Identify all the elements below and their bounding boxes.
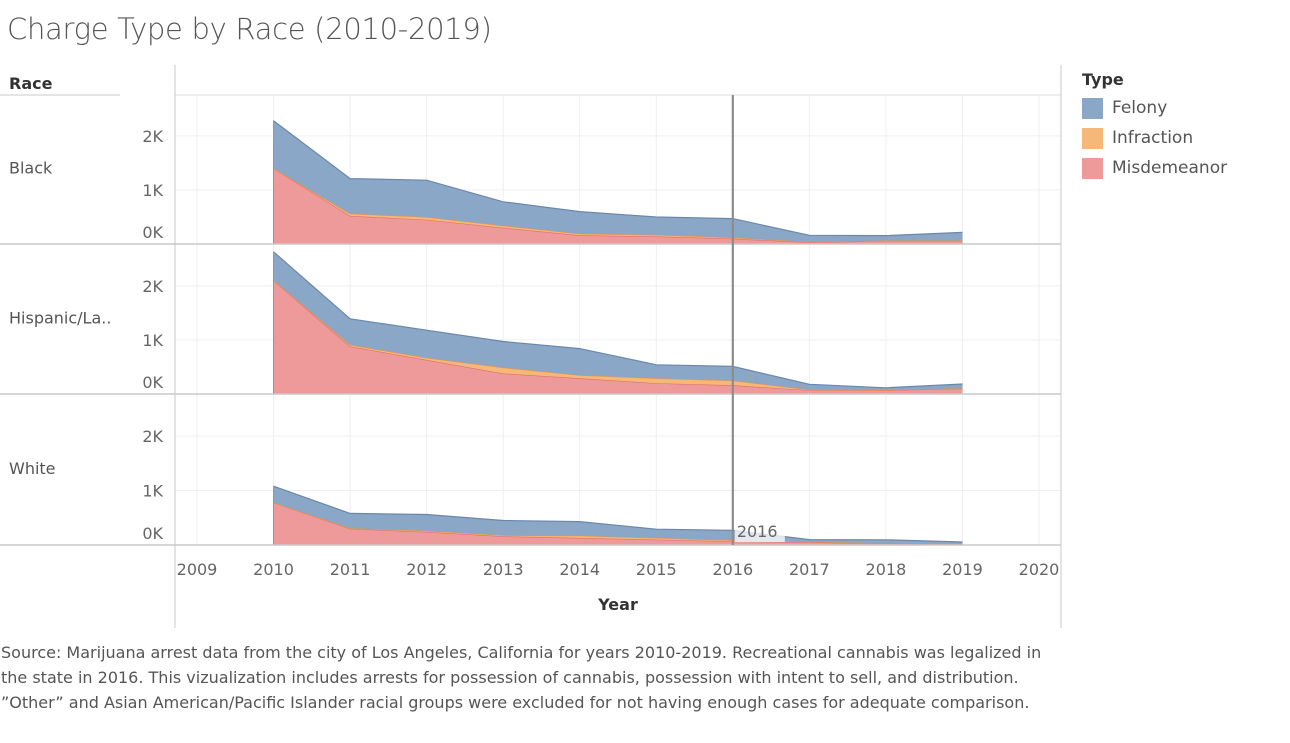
y-tick-label: 1K [142, 482, 163, 501]
x-tick-label: 2013 [483, 560, 524, 579]
reference-line-label: 2016 [737, 522, 778, 541]
legend-item-infraction[interactable]: Infraction [1082, 123, 1227, 153]
x-tick-label: 2012 [406, 560, 447, 579]
area-felony-0 [273, 120, 963, 242]
chart-title: Charge Type by Race (2010-2019) [7, 12, 492, 46]
row-label: White [9, 459, 56, 478]
y-tick-label: 2K [142, 427, 163, 446]
row-label: Hispanic/La.. [9, 309, 111, 328]
y-tick-label: 0K [142, 373, 163, 392]
x-tick-label: 2009 [177, 560, 218, 579]
y-tick-layer: 0K 1K 2K 0K 1K 2K 0K 1K 2K [142, 127, 163, 543]
x-tick-label: 2018 [866, 560, 907, 579]
legend-label: Infraction [1112, 128, 1194, 148]
x-tick-label: 2020 [1019, 560, 1060, 579]
x-tick-label: 2017 [789, 560, 830, 579]
x-axis-title: Year [597, 595, 638, 614]
area-felony-2 [273, 486, 963, 544]
y-tick-label: 2K [142, 127, 163, 146]
x-tick-label: 2016 [712, 560, 753, 579]
area-infraction-1 [273, 280, 963, 391]
y-tick-label: 0K [142, 524, 163, 543]
area-layer [273, 120, 963, 545]
area-edge-felony-0 [273, 120, 963, 237]
legend-swatch [1082, 97, 1103, 119]
x-tick-label: 2015 [636, 560, 677, 579]
y-tick-label: 2K [142, 277, 163, 296]
x-tick-label: 2014 [559, 560, 600, 579]
x-tick-label: 2019 [942, 560, 983, 579]
y-tick-label: 1K [142, 331, 163, 350]
legend-swatch [1082, 157, 1103, 179]
area-misdemeanor-1 [273, 280, 963, 394]
source-note: Source: Marijuana arrest data from the c… [1, 643, 1042, 712]
x-tick-layer: 2009 2010 2011 2012 2013 2014 2015 2016 2017 2018… [177, 560, 1060, 579]
row-label: Black [9, 159, 53, 178]
legend-item-misdemeanor[interactable]: Misdemeanor [1082, 153, 1227, 183]
x-tick-label: 2010 [253, 560, 294, 579]
legend: Type Felony Infraction Misdemeanor [1082, 70, 1227, 183]
row-label-layer: Black Hispanic/La.. White [9, 159, 111, 479]
frame-layer [0, 65, 1062, 628]
area-misdemeanor-2 [273, 502, 963, 545]
area-misdemeanor-0 [273, 168, 963, 244]
legend-item-felony[interactable]: Felony [1082, 93, 1227, 123]
y-tick-label: 0K [142, 223, 163, 242]
y-tick-label: 1K [142, 181, 163, 200]
legend-label: Felony [1112, 98, 1168, 118]
legend-label: Misdemeanor [1112, 158, 1228, 178]
area-edge-felony-2 [273, 485, 963, 543]
legend-swatch [1082, 127, 1103, 149]
reference-label-bg [734, 520, 785, 542]
area-felony-1 [273, 251, 963, 390]
area-chart: Race Black Hispanic/La.. White 0K 1K 2K 0K 1K 2… [0, 65, 1062, 628]
legend-items: Felony Infraction Misdemeanor [1082, 93, 1227, 183]
reference-line-layer: 2016 [731, 95, 785, 545]
legend-title: Type [1082, 70, 1124, 89]
area-edge-felony-1 [273, 251, 963, 389]
row-header: Race [9, 74, 53, 93]
x-tick-label: 2011 [330, 560, 371, 579]
